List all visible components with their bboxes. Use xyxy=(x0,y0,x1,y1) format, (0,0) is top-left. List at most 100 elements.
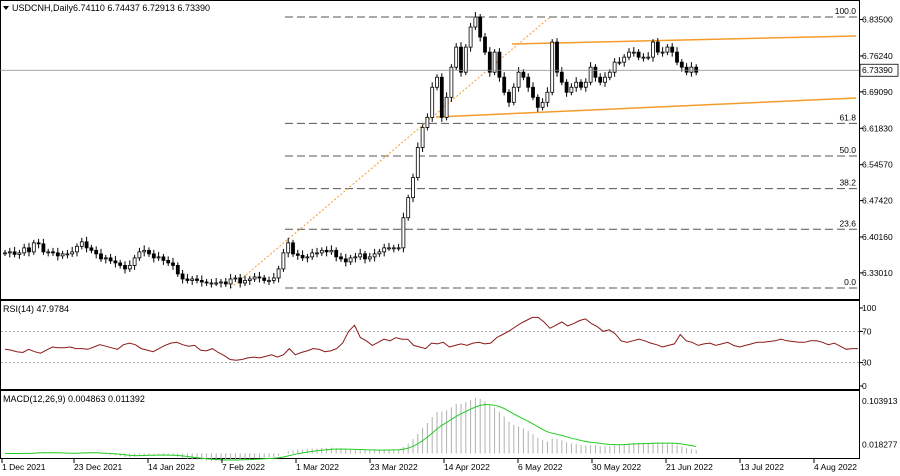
macd-panel-frame xyxy=(0,390,860,459)
candle-body xyxy=(511,86,516,103)
candle-body xyxy=(377,251,382,255)
candle-body xyxy=(209,282,214,285)
triangle-down-icon[interactable] xyxy=(3,6,9,10)
candle-body xyxy=(545,91,550,103)
candle-body xyxy=(36,242,41,245)
candle-body xyxy=(137,251,142,259)
candle-body xyxy=(142,249,147,253)
candle-body xyxy=(569,86,574,93)
candle-body xyxy=(31,242,36,253)
candle-body xyxy=(305,256,310,259)
macd-signal-line xyxy=(5,403,697,461)
time-tick-label: 1 Mar 2022 xyxy=(296,462,339,472)
candle-body xyxy=(267,280,271,282)
candle-body xyxy=(483,36,487,53)
time-tick-label: 30 May 2022 xyxy=(592,462,641,472)
candle-body xyxy=(94,249,99,255)
time-tick-label: 13 Jul 2022 xyxy=(740,462,784,472)
candle-body xyxy=(132,257,137,266)
price-tick-label: 6.61830 xyxy=(862,123,893,133)
candle-body xyxy=(195,278,199,281)
symbol-label: USDCNH,Daily xyxy=(12,3,74,13)
candle-body xyxy=(507,91,511,103)
candle-body xyxy=(353,256,358,259)
candle-body xyxy=(175,265,180,275)
candle-body xyxy=(550,41,555,93)
candle-body xyxy=(252,276,257,280)
candle-body xyxy=(286,242,291,254)
candle-body xyxy=(151,253,156,259)
candle-body xyxy=(579,81,583,88)
candle-body xyxy=(281,252,286,270)
candle-body xyxy=(271,277,276,281)
candle-body xyxy=(233,277,238,280)
candle-body xyxy=(171,262,175,266)
candle-body xyxy=(516,71,521,88)
macd-axis: 0.103913 0.018277 xyxy=(862,396,898,449)
candle-body xyxy=(70,251,75,255)
candle-body xyxy=(190,278,195,281)
candle-body xyxy=(262,277,267,281)
candle-body xyxy=(425,116,430,128)
candle-body xyxy=(679,61,684,68)
candle-body xyxy=(55,252,60,257)
candle-body xyxy=(603,76,607,83)
current-price-box xyxy=(859,63,899,77)
time-tick-label: 14 Apr 2022 xyxy=(444,462,490,472)
candle-body xyxy=(75,245,79,253)
candle-body xyxy=(185,278,190,281)
price-tick-label: 6.40160 xyxy=(862,232,893,242)
candle-body xyxy=(339,256,343,260)
rsi-line xyxy=(4,316,858,361)
candle-body xyxy=(41,243,46,253)
candle-body xyxy=(238,277,243,284)
candle-body xyxy=(521,71,526,78)
candle-body xyxy=(348,257,353,263)
candle-body xyxy=(310,252,315,258)
candle-body xyxy=(583,81,588,88)
candle-body xyxy=(343,258,348,263)
macd-signal-path xyxy=(5,403,697,461)
price-tick-label: 6.69090 xyxy=(862,87,893,97)
candle-body xyxy=(535,96,540,108)
candle-body xyxy=(22,247,27,254)
fibonacci-levels[interactable]: 100.0 61.8 50.0 38.2 23.6 0.0 xyxy=(230,6,858,289)
candle-body xyxy=(387,247,391,250)
candle-body xyxy=(214,282,219,285)
chart-header[interactable]: USDCNH,Daily 6.74110 6.74437 6.72913 6.7… xyxy=(3,3,210,13)
candle-body xyxy=(631,51,636,54)
candle-body xyxy=(358,253,363,258)
candle-body xyxy=(574,81,579,88)
candle-body xyxy=(391,247,396,250)
candle-body xyxy=(660,51,665,54)
candle-body xyxy=(598,76,603,83)
candle-body xyxy=(665,46,670,53)
candle-body xyxy=(588,66,593,83)
macd-histogram xyxy=(9,398,697,461)
candle-body xyxy=(166,259,171,264)
candle-body xyxy=(219,281,223,284)
current-price-line: 6.73390 xyxy=(0,63,899,77)
candle-body xyxy=(559,71,564,83)
candle-body xyxy=(617,61,622,64)
candle-body xyxy=(276,268,281,279)
candle-body xyxy=(161,256,166,261)
channel-lower-line xyxy=(435,97,857,118)
candle-body xyxy=(118,262,123,266)
candle-body xyxy=(555,41,559,73)
time-tick-label: 6 May 2022 xyxy=(518,462,563,472)
price-channel[interactable] xyxy=(435,35,857,118)
candle-body xyxy=(65,253,70,256)
rsi-tick-label: 0 xyxy=(862,381,867,391)
time-tick-label: 7 Feb 2022 xyxy=(222,462,265,472)
candle-body xyxy=(372,253,377,258)
candle-body xyxy=(46,251,51,254)
candle-body xyxy=(473,16,478,28)
candle-body xyxy=(396,247,401,250)
candle-body xyxy=(7,251,12,254)
ohlc-values: 6.74110 6.74437 6.72913 6.73390 xyxy=(73,3,210,13)
candle-body xyxy=(223,281,228,285)
candle-body xyxy=(334,249,339,258)
time-tick-label: 23 Mar 2022 xyxy=(370,462,418,472)
